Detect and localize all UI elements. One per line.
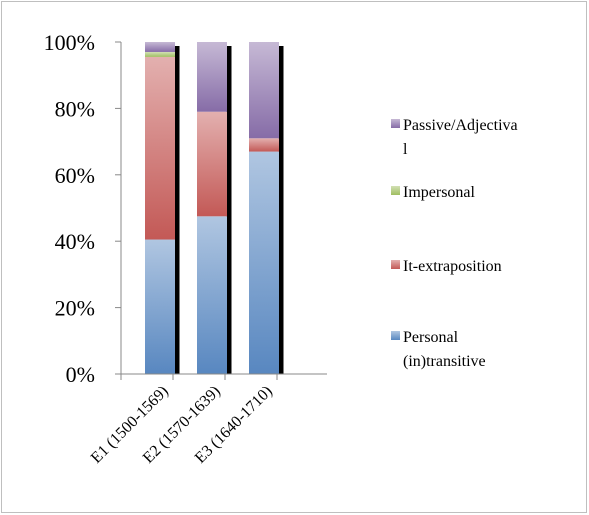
legend-swatch — [391, 119, 400, 128]
legend-label: l — [403, 141, 408, 158]
legend-label: It-extraposition — [403, 258, 502, 275]
legend-label: (in)transitive — [403, 353, 486, 370]
legend-label: Passive/Adjectiva — [403, 117, 518, 134]
bar-segment — [249, 42, 279, 139]
y-tick-label: 60% — [55, 163, 95, 188]
legend-swatch — [391, 331, 400, 340]
legend-label: Impersonal — [403, 184, 476, 201]
bar-segment — [249, 138, 279, 152]
bar-segment — [145, 56, 175, 240]
y-tick-label: 20% — [55, 296, 95, 321]
y-tick-label: 40% — [55, 229, 95, 254]
bar-segment — [249, 151, 279, 374]
bar-segment — [145, 42, 175, 52]
legend-swatch — [391, 260, 400, 269]
legend: Passive/Adjectiva l Impersonal It-extraposi… — [391, 117, 518, 370]
y-tick-label: 80% — [55, 96, 95, 121]
bar-shadow — [226, 46, 232, 374]
bar-shadow — [278, 46, 284, 374]
bar-segment — [145, 239, 175, 374]
y-axis: 0% 20% 40% 60% 80% 100% — [44, 30, 122, 387]
bar-segment — [197, 42, 227, 112]
legend-swatch — [391, 186, 400, 195]
y-tick-label: 0% — [66, 362, 95, 387]
bar-segment — [197, 111, 227, 217]
legend-label: Personal — [403, 329, 459, 346]
bar-segment — [145, 51, 175, 57]
y-tick-label: 100% — [44, 30, 95, 55]
bar-shadow — [174, 46, 180, 374]
x-axis: E1 (1500-1569)E2 (1570-1639)E3 (1640-171… — [88, 373, 327, 467]
bars — [145, 42, 284, 374]
bar-segment — [197, 216, 227, 374]
